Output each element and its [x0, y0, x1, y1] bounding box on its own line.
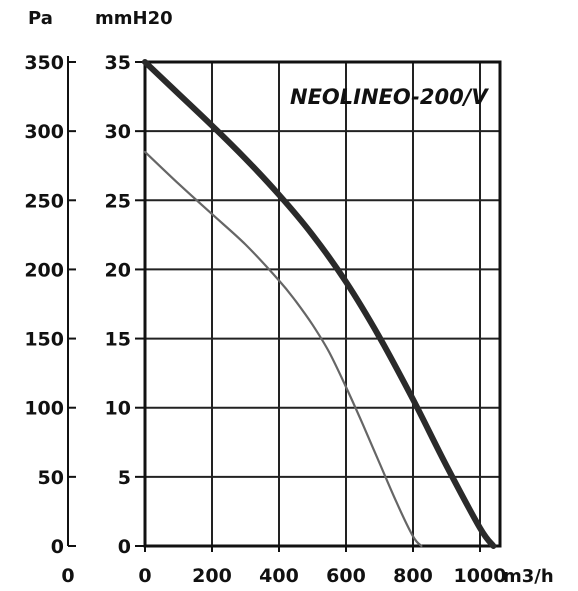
mmh2o-tick-label: 35: [105, 52, 131, 74]
mmh2o-tick-label: 15: [105, 329, 131, 351]
x-tick-label: 200: [192, 565, 232, 587]
x-tick-label: 400: [259, 565, 299, 587]
pa-tick-label: 250: [24, 190, 64, 212]
pa-tick-label: 150: [24, 329, 64, 351]
pa-unit-label: Pa: [28, 8, 53, 29]
x-tick-label: 0: [138, 565, 151, 587]
pa-origin-label: 0: [61, 565, 74, 587]
pa-tick-label: 100: [24, 398, 64, 420]
plot-frame: [143, 60, 502, 548]
pa-tick-label: 50: [38, 467, 64, 489]
pa-tick-label: 350: [24, 52, 64, 74]
curve-min-speed: [143, 150, 423, 548]
mmh2o-tick-label: 30: [105, 121, 131, 143]
curves: [142, 59, 497, 549]
pa-tick-label: 0: [51, 536, 64, 558]
mmh2o-tick-label: 0: [118, 536, 131, 558]
mmh2o-axis-ticks: 0 5 10 15 20 25 30 35: [105, 52, 145, 558]
mmh2o-unit-label: mmH20: [95, 8, 173, 29]
curve-max-speed: [142, 59, 497, 549]
mmh2o-tick-label: 10: [105, 398, 131, 420]
x-tick-label: 600: [326, 565, 366, 587]
grid-lines: [145, 62, 500, 546]
x-tick-label: 1000: [454, 565, 507, 587]
x-axis-ticks: 0 200 400 600 800 1000: [138, 546, 506, 587]
mmh2o-tick-label: 5: [118, 467, 131, 489]
pa-tick-label: 200: [24, 259, 64, 281]
x-tick-label: 800: [393, 565, 433, 587]
pa-axis-ticks: 0 50 100 150 200 250 300 350: [24, 52, 76, 558]
mmh2o-tick-label: 20: [105, 259, 131, 281]
x-axis-unit-label: m3/h: [503, 566, 554, 587]
chart-title: NEOLINEO-200/V: [290, 85, 489, 109]
mmh2o-tick-label: 25: [105, 190, 131, 212]
pa-tick-label: 300: [24, 121, 64, 143]
